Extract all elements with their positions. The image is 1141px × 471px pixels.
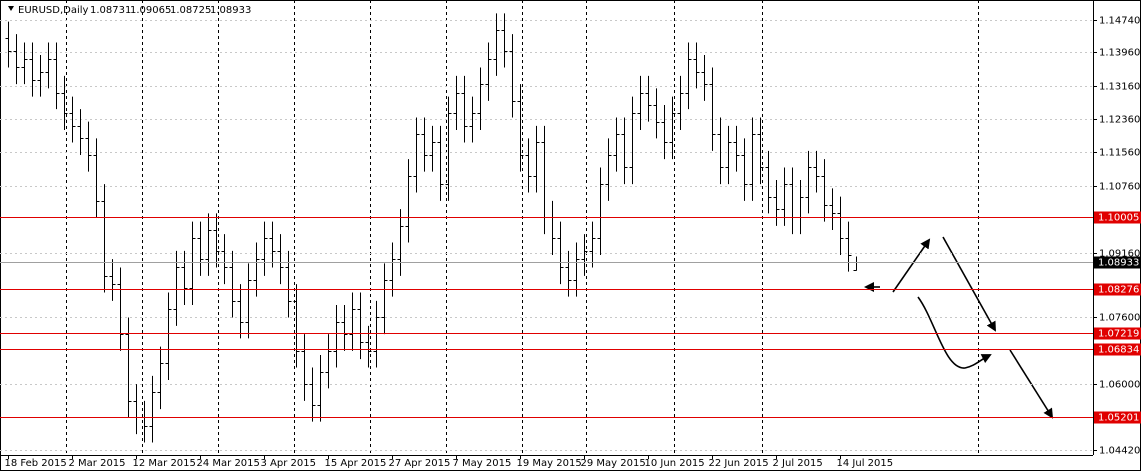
header-low: 1.08725 [170, 5, 211, 16]
menu-arrow[interactable] [8, 6, 14, 11]
level-label-box [1094, 283, 1141, 296]
x-tick-label: 12 Mar 2015 [133, 458, 196, 469]
x-tick-label: 2 Mar 2015 [69, 458, 126, 469]
x-tick-label: 7 May 2015 [453, 458, 512, 469]
level-label: 1.07219 [1098, 329, 1139, 340]
y-tick-label: 1.10760 [1099, 182, 1140, 193]
period-separators [66, 0, 979, 455]
header-close: 1.08933 [210, 5, 251, 16]
level-label: 1.10005 [1098, 213, 1139, 224]
y-tick-label: 1.13960 [1099, 48, 1140, 59]
y-tick-label: 1.13160 [1099, 82, 1140, 93]
header-open: 1.08731 [90, 5, 131, 16]
level-label: 1.06834 [1098, 345, 1139, 356]
level-label-box [1094, 327, 1141, 340]
x-tick-label: 27 Apr 2015 [389, 458, 451, 469]
y-tick-label: 1.12360 [1099, 115, 1140, 126]
level-label: 1.05201 [1098, 413, 1139, 424]
x-tick-label: 24 Mar 2015 [197, 458, 260, 469]
y-tick-label: 1.14740 [1099, 16, 1140, 27]
y-tick-label: 1.11560 [1099, 148, 1140, 159]
x-tick-label: 3 Apr 2015 [261, 458, 316, 469]
x-tick-label: 15 Apr 2015 [325, 458, 387, 469]
symbol: EURUSD,Daily [18, 5, 89, 16]
x-tick-label: 18 Feb 2015 [5, 458, 67, 469]
price-label: 1.08933 [1098, 258, 1139, 269]
x-tick-label: 2 Jul 2015 [773, 458, 823, 469]
x-tick-label: 19 May 2015 [517, 458, 582, 469]
level-label-box [1094, 211, 1141, 224]
y-tick-label: 1.04420 [1099, 446, 1140, 457]
y-tick-label: 1.09160 [1099, 249, 1140, 260]
y-tick-label: 1.06000 [1099, 380, 1140, 391]
x-tick-label: 29 May 2015 [581, 458, 646, 469]
level-label-box [1094, 343, 1141, 356]
forecast-arrows [864, 236, 1054, 419]
header-high: 1.09065 [130, 5, 171, 16]
x-tick-label: 10 Jun 2015 [645, 458, 705, 469]
level-label-box [1094, 411, 1141, 424]
x-tick-label: 14 Jul 2015 [837, 458, 894, 469]
price-label-box [1094, 256, 1141, 269]
x-tick-label: 22 Jun 2015 [709, 458, 769, 469]
y-tick-label: 1.07600 [1099, 313, 1140, 324]
level-label: 1.08276 [1098, 285, 1139, 296]
